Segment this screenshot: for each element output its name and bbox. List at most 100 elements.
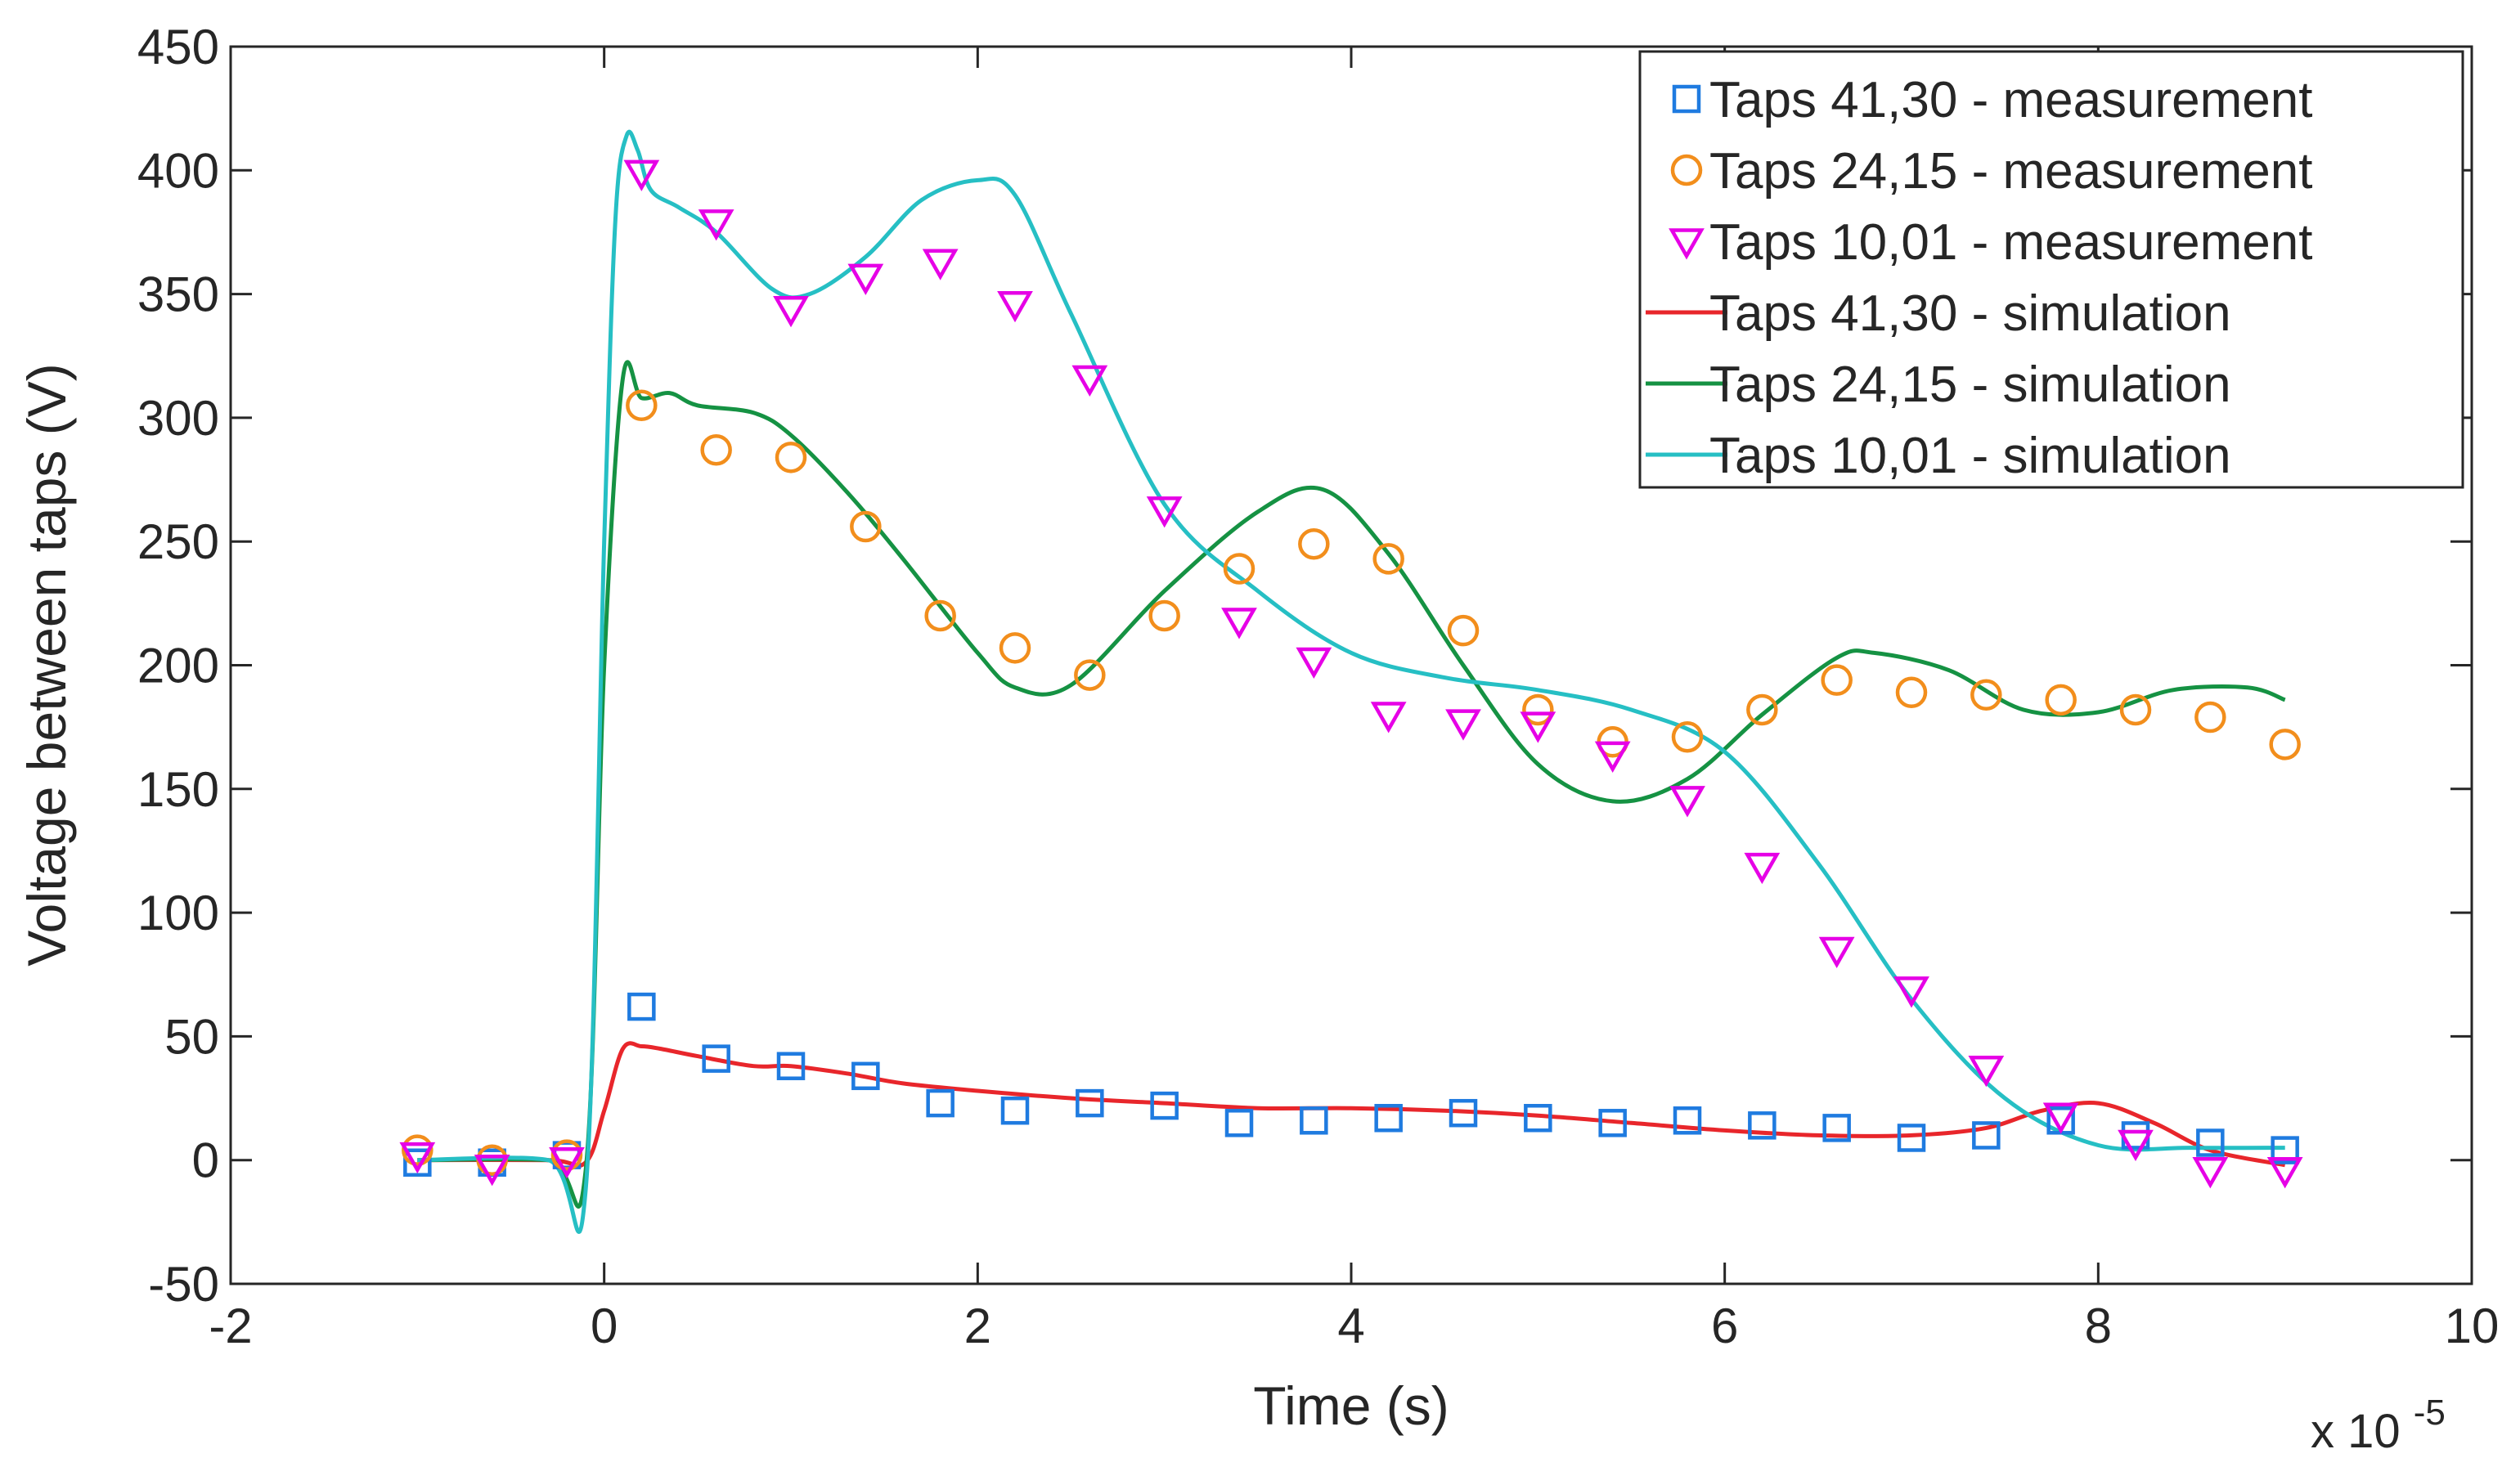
data-point-taps-24-15-measurement — [700, 433, 732, 466]
series-line-taps-10-01-simulation — [417, 129, 2285, 1235]
data-point-taps-10-01-measurement — [1520, 711, 1556, 743]
legend-box — [1638, 50, 2464, 489]
data-point-taps-10-01-measurement — [1744, 852, 1781, 885]
x-tick-label: 4 — [1337, 1299, 1364, 1353]
data-point-taps-10-01-measurement — [997, 290, 1033, 323]
data-point-taps-10-01-measurement — [773, 296, 809, 328]
x-tick-label: 8 — [2085, 1299, 2112, 1353]
legend-label-taps-24-15-measurement: Taps 24,15 - measurement — [1709, 143, 2313, 200]
y-tick-label: 250 — [137, 514, 219, 569]
data-point-taps-10-01-measurement — [698, 209, 734, 241]
data-point-taps-10-01-measurement — [1221, 608, 1257, 639]
x-exponent-power: -5 — [2414, 1393, 2446, 1433]
x-tick-label: 2 — [964, 1299, 991, 1353]
data-point-taps-41-30-measurement — [1449, 1098, 1478, 1128]
data-point-taps-41-30-measurement — [2271, 1136, 2299, 1164]
data-point-taps-41-30-measurement — [926, 1088, 955, 1118]
x-exponent-base: x 10 — [2311, 1405, 2401, 1458]
data-point-taps-10-01-measurement — [2192, 1157, 2229, 1189]
data-point-taps-41-30-measurement — [702, 1044, 730, 1073]
data-point-taps-24-15-measurement — [775, 442, 807, 473]
data-point-taps-41-30-measurement — [776, 1052, 806, 1080]
data-point-taps-24-15-measurement — [2269, 729, 2301, 760]
data-point-taps-41-30-measurement — [1076, 1088, 1104, 1118]
y-tick-label: -50 — [148, 1257, 219, 1312]
data-point-taps-10-01-measurement — [1296, 647, 1332, 679]
data-point-taps-24-15-measurement — [1895, 676, 1928, 709]
data-point-taps-24-15-measurement — [1298, 527, 1330, 560]
data-point-taps-10-01-measurement — [2266, 1157, 2303, 1189]
data-point-taps-10-01-measurement — [549, 1146, 585, 1179]
data-point-taps-10-01-measurement — [922, 249, 959, 280]
legend-label-taps-41-30-simulation: Taps 41,30 - simulation — [1709, 285, 2231, 342]
data-point-taps-41-30-measurement — [627, 992, 656, 1021]
y-tick-label: 50 — [164, 1009, 219, 1064]
data-point-taps-41-30-measurement — [1972, 1121, 2001, 1150]
data-point-taps-24-15-measurement — [1447, 614, 1480, 647]
data-point-taps-41-30-measurement — [1524, 1104, 1552, 1133]
y-tick-label: 200 — [137, 639, 219, 693]
data-point-taps-41-30-measurement — [1897, 1124, 1926, 1152]
series-line-taps-24-15-simulation — [417, 360, 2286, 1209]
legend-label-taps-24-15-simulation: Taps 24,15 - simulation — [1709, 357, 2231, 413]
data-point-taps-41-30-measurement — [1673, 1106, 1702, 1135]
data-point-taps-41-30-measurement — [851, 1061, 880, 1091]
data-point-taps-10-01-measurement — [1968, 1055, 2005, 1088]
data-point-taps-24-15-measurement — [850, 510, 882, 543]
x-tick-label: 10 — [2445, 1299, 2500, 1353]
ticks — [229, 45, 2473, 1285]
legend-marker-taps-10-01-measurement — [1669, 228, 1705, 260]
data-point-taps-24-15-measurement — [402, 1134, 433, 1166]
y-tick-label: 150 — [137, 762, 219, 817]
data-point-taps-10-01-measurement — [623, 159, 660, 191]
data-point-taps-41-30-measurement — [2196, 1128, 2225, 1157]
data-point-taps-24-15-measurement — [2119, 693, 2152, 726]
data-point-taps-10-01-measurement — [2042, 1102, 2079, 1134]
legend-label-taps-10-01-simulation: Taps 10,01 - simulation — [1709, 428, 2231, 484]
y-tick-label: 0 — [192, 1133, 219, 1188]
data-point-taps-24-15-measurement — [2045, 684, 2077, 716]
data-point-taps-10-01-measurement — [1669, 786, 1705, 818]
plot-markers — [399, 159, 2303, 1189]
data-point-taps-24-15-measurement — [1074, 659, 1106, 691]
legend-label-taps-41-30-measurement: Taps 41,30 - measurement — [1709, 72, 2313, 128]
series-line-taps-41-30-simulation — [417, 1041, 2286, 1169]
data-point-taps-41-30-measurement — [403, 1148, 432, 1177]
data-point-taps-24-15-measurement — [1821, 664, 1853, 696]
legend-marker-taps-41-30-measurement — [1672, 84, 1701, 114]
data-point-taps-24-15-measurement — [1148, 599, 1180, 632]
data-point-taps-41-30-measurement — [1598, 1109, 1627, 1137]
x-axis-label: Time (s) — [1253, 1375, 1449, 1436]
data-point-taps-10-01-measurement — [474, 1155, 510, 1187]
data-point-taps-24-15-measurement — [626, 389, 658, 422]
data-point-taps-24-15-measurement — [1372, 543, 1404, 575]
tick-labels: -2 0 2 4 6 8 10 -50 0 50 100 150 200 250 300 350 400 450 — [137, 20, 2499, 1353]
data-point-taps-10-01-measurement — [399, 1142, 436, 1174]
y-tick-label: 100 — [137, 886, 219, 940]
data-point-taps-24-15-measurement — [1746, 693, 1778, 726]
data-point-taps-41-30-measurement — [1374, 1104, 1403, 1133]
data-point-taps-24-15-measurement — [1671, 721, 1704, 753]
data-point-taps-41-30-measurement — [1822, 1114, 1851, 1142]
x-tick-label: 0 — [591, 1299, 618, 1353]
data-point-taps-10-01-measurement — [1893, 976, 1929, 1008]
data-point-taps-24-15-measurement — [1522, 693, 1554, 726]
data-point-taps-10-01-measurement — [1071, 365, 1108, 397]
data-point-taps-24-15-measurement — [1970, 679, 2002, 711]
data-point-taps-41-30-measurement — [1000, 1096, 1030, 1125]
data-point-taps-41-30-measurement — [1224, 1109, 1254, 1137]
y-axis-label: Voltage between taps (V) — [16, 363, 77, 966]
legend-marker-taps-24-15-measurement — [1670, 154, 1703, 186]
data-point-taps-24-15-measurement — [550, 1139, 583, 1171]
data-point-taps-10-01-measurement — [1146, 496, 1183, 528]
data-point-taps-41-30-measurement — [1150, 1091, 1179, 1120]
data-point-taps-10-01-measurement — [1370, 702, 1407, 734]
legend-entries: Taps 41,30 - measurement Taps 24,15 - mea… — [1646, 72, 2313, 484]
data-point-taps-10-01-measurement — [2118, 1129, 2154, 1162]
data-point-taps-24-15-measurement — [924, 599, 956, 632]
x-exponent-label: x 10 -5 — [2311, 1393, 2446, 1458]
legend: Taps 41,30 - measurement Taps 24,15 - mea… — [1638, 50, 2464, 489]
data-point-taps-24-15-measurement — [999, 632, 1031, 664]
data-point-taps-41-30-measurement — [1748, 1111, 1777, 1140]
